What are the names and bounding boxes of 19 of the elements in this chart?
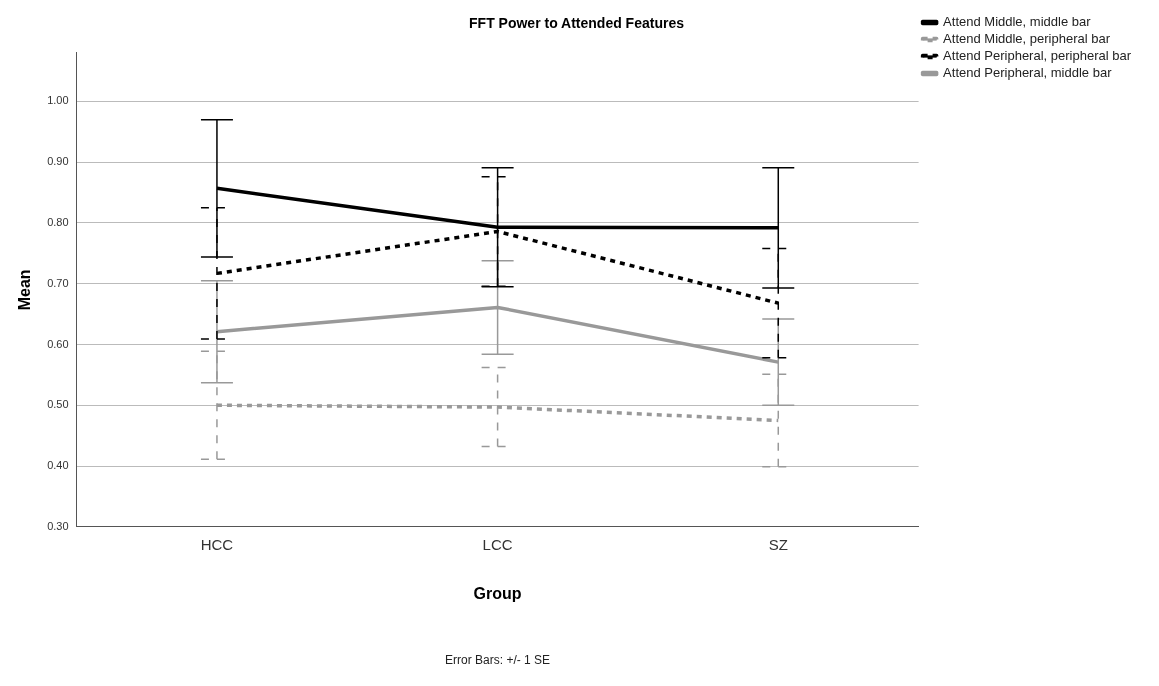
y-tick-label: 0.80 [47,215,69,228]
y-tick-label: 0.60 [47,337,69,350]
x-tick-label: HCC [200,535,234,553]
chart-title: FFT Power to Attended Features [469,15,685,32]
legend-label: Attend Middle, peripheral bar [943,31,1111,47]
legend-label: Attend Middle, middle bar [943,14,1092,30]
x-axis-title: Group [473,584,522,602]
legend-label: Attend Peripheral, peripheral bar [943,48,1132,64]
y-tick-label: 0.30 [47,519,69,532]
legend-label: Attend Peripheral, middle bar [943,65,1113,81]
y-tick-label: 0.40 [47,459,69,472]
x-tick-label: SZ [768,535,788,553]
y-tick-label: 0.90 [47,155,69,168]
y-tick-label: 1.00 [47,94,69,107]
y-tick-label: 0.50 [47,398,69,411]
x-tick-label: LCC [482,535,513,553]
text: Error Bars: +/- 1 SE [445,653,551,667]
y-tick-label: 0.70 [47,276,69,289]
y-axis-title: Mean [16,269,34,311]
